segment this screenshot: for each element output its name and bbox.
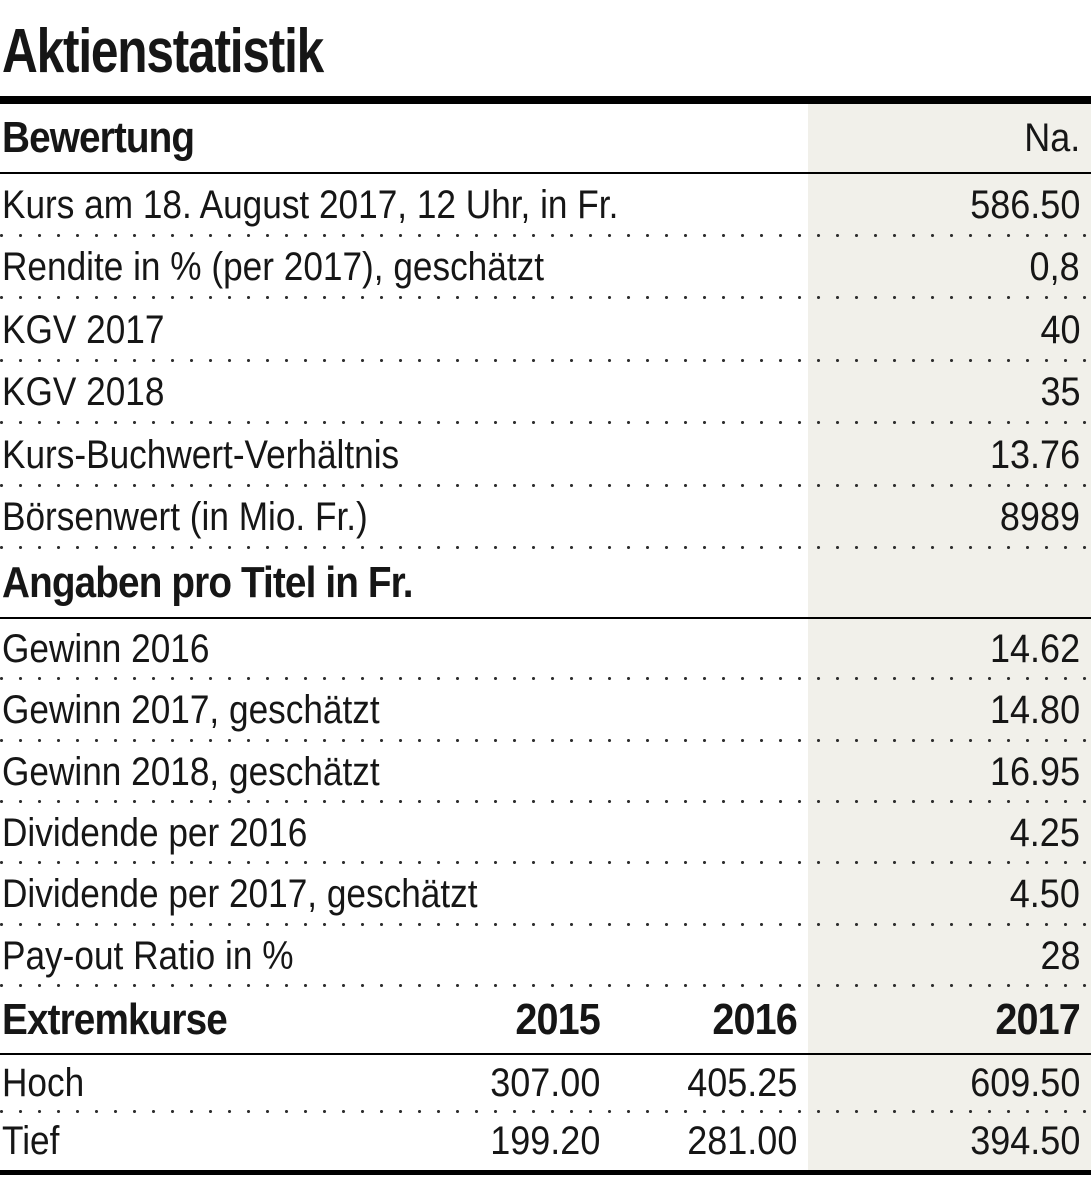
table-row: Gewinn 2016 14.62 (0, 619, 1091, 681)
section-header-row-bewertung: Bewertung Na. (0, 104, 1091, 172)
table-row: Gewinn 2017, geschätzt 14.80 (0, 680, 1091, 742)
row-label: Rendite in % (per 2017), geschätzt (2, 245, 544, 290)
row-label: KGV 2018 (2, 370, 165, 415)
table-row: Dividende per 2016 4.25 (0, 803, 1091, 865)
year-column-header-2015: 2015 (515, 994, 600, 1044)
row-value: 4.50 (1009, 872, 1080, 917)
row-value: 4.25 (1009, 811, 1080, 856)
table-row: Kurs am 18. August 2017, 12 Uhr, in Fr. … (0, 174, 1091, 237)
table-row: Börsenwert (in Mio. Fr.) 8989 (0, 487, 1091, 550)
table-row-hoch: Hoch 307.00 405.25 609.50 (0, 1055, 1091, 1113)
table-row: KGV 2017 40 (0, 299, 1091, 362)
row-value: 14.80 (989, 688, 1080, 733)
bottom-rule (0, 1169, 1091, 1175)
row-value: 14.62 (989, 627, 1080, 672)
highlight-column-background (808, 104, 1091, 1170)
section-header-row-angaben: Angaben pro Titel in Fr. (0, 549, 1091, 617)
section-header-extremkurse: Extremkurse (2, 994, 228, 1044)
row-value: 40 (1039, 307, 1080, 352)
row-value-2015: 199.20 (489, 1118, 600, 1163)
row-label: Dividende per 2016 (2, 811, 308, 856)
table-row-tief: Tief 199.20 281.00 394.50 (0, 1113, 1091, 1170)
row-label: Tief (2, 1118, 60, 1163)
title-row: Aktienstatistik (0, 0, 1091, 96)
row-value-2016: 405.25 (686, 1061, 797, 1106)
table-row: Pay-out Ratio in % 28 (0, 926, 1091, 988)
row-value-2015: 307.00 (489, 1061, 600, 1106)
row-label: Kurs am 18. August 2017, 12 Uhr, in Fr. (2, 182, 619, 227)
row-value: 28 (1039, 933, 1080, 978)
row-value: 0,8 (1029, 245, 1080, 290)
row-label: Gewinn 2016 (2, 627, 210, 672)
row-value: 586.50 (969, 182, 1080, 227)
row-label: KGV 2017 (2, 307, 165, 352)
table-row: Kurs-Buchwert-Verhältnis 13.76 (0, 424, 1091, 487)
table-title: Aktienstatistik (2, 17, 324, 86)
top-rule (0, 96, 1091, 104)
row-label: Gewinn 2018, geschätzt (2, 749, 380, 794)
year-column-header-2017: 2017 (995, 994, 1080, 1044)
row-label: Hoch (2, 1061, 85, 1106)
row-value-2017: 394.50 (969, 1118, 1080, 1163)
row-label: Kurs-Buchwert-Verhältnis (2, 432, 400, 477)
row-label: Pay-out Ratio in % (2, 933, 294, 978)
row-value-2016: 281.00 (686, 1118, 797, 1163)
row-label: Gewinn 2017, geschätzt (2, 688, 380, 733)
row-value: 35 (1039, 370, 1080, 415)
row-value: 16.95 (989, 749, 1080, 794)
row-value: 8989 (999, 495, 1080, 540)
row-label: Dividende per 2017, geschätzt (2, 872, 478, 917)
section-header-angaben: Angaben pro Titel in Fr. (2, 558, 413, 607)
table-row: Gewinn 2018, geschätzt 16.95 (0, 742, 1091, 804)
year-column-header-2016: 2016 (712, 994, 797, 1044)
row-value: 13.76 (989, 432, 1080, 477)
table-row: KGV 2018 35 (0, 362, 1091, 425)
value-column-header: Na. (1023, 115, 1080, 160)
header-rule (0, 1052, 1091, 1055)
table-row: Dividende per 2017, geschätzt 4.50 (0, 864, 1091, 926)
row-value-2017: 609.50 (969, 1061, 1080, 1106)
row-label: Börsenwert (in Mio. Fr.) (2, 495, 368, 540)
section-header-row-extremkurse: Extremkurse 2015 2016 2017 (0, 987, 1091, 1053)
header-rule (0, 172, 1091, 174)
table-row: Rendite in % (per 2017), geschätzt 0,8 (0, 237, 1091, 300)
header-rule (0, 617, 1091, 619)
section-header-bewertung: Bewertung (2, 113, 195, 162)
